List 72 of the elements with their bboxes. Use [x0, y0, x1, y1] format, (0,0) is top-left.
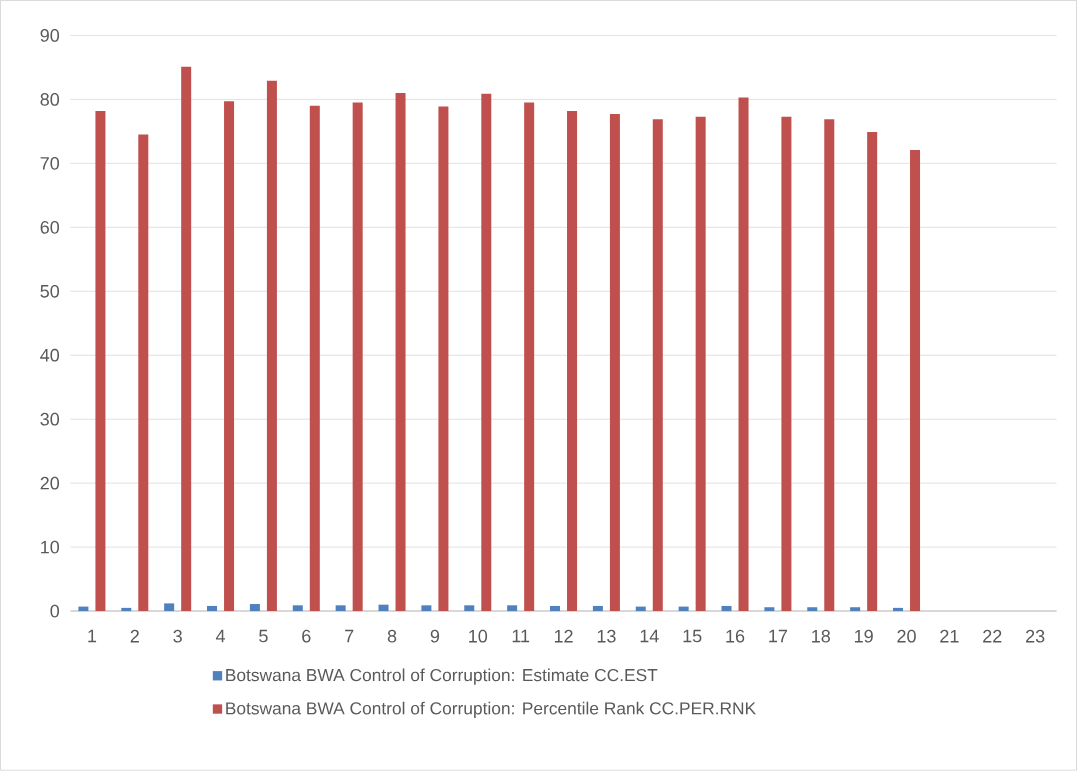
bar — [224, 101, 235, 612]
x-tick-label: 16 — [726, 629, 745, 643]
bar — [850, 607, 861, 612]
x-tick-label: 10 — [469, 629, 488, 643]
bar — [893, 608, 904, 612]
x-tick-label: 15 — [683, 629, 702, 643]
x-tick-label: 5 — [259, 629, 268, 643]
x-tick-label: 13 — [597, 629, 616, 643]
legend-label: Botswana BWA Control of Corruption: Percentile Rank CC.PER.RNK — [226, 701, 756, 719]
x-tick-label: 22 — [983, 629, 1002, 643]
y-tick-label: 10 — [41, 540, 60, 554]
bar — [550, 606, 561, 612]
x-tick-label: 2 — [130, 629, 139, 643]
y-tick-label: 0 — [50, 604, 60, 618]
x-tick-label: 11 — [512, 629, 530, 643]
x-tick-label: 18 — [812, 629, 830, 643]
y-tick-label: 90 — [40, 29, 60, 42]
bar — [910, 150, 921, 612]
x-tick-label: 21 — [940, 629, 959, 643]
bar — [352, 102, 363, 612]
bar — [807, 607, 818, 612]
bar — [524, 102, 535, 612]
x-tick-label: 4 — [215, 629, 226, 643]
bar — [181, 66, 192, 612]
bar — [335, 605, 346, 612]
bar — [309, 105, 320, 612]
y-tick-label: 60 — [40, 221, 60, 234]
bar — [652, 119, 663, 612]
x-tick-label: 17 — [769, 629, 788, 643]
x-tick-label: 1 — [88, 629, 97, 643]
x-tick-label: 14 — [640, 629, 659, 643]
x-tick-label: 7 — [345, 629, 354, 643]
bar — [781, 116, 792, 612]
x-tick-label: 8 — [387, 629, 397, 643]
bar — [378, 604, 389, 612]
bar — [867, 132, 878, 612]
bar — [207, 606, 218, 612]
bar — [738, 97, 749, 612]
bar — [421, 605, 432, 612]
bar — [164, 603, 175, 612]
bar — [395, 93, 406, 612]
bar — [138, 134, 149, 612]
bar — [464, 605, 475, 612]
x-tick-label: 20 — [897, 629, 916, 643]
x-tick-label: 9 — [430, 629, 440, 643]
y-tick-label: 20 — [40, 476, 60, 490]
x-tick-label: 23 — [1026, 629, 1045, 643]
bar — [292, 605, 303, 612]
bar — [824, 119, 835, 612]
y-tick-label: 30 — [40, 412, 60, 426]
bar — [567, 111, 578, 612]
x-tick-label: 3 — [173, 629, 182, 643]
y-tick-label: 40 — [40, 349, 60, 362]
bar — [721, 606, 732, 612]
x-tick-label: 19 — [855, 629, 873, 643]
x-tick-label: 12 — [554, 629, 573, 643]
bar — [95, 111, 106, 612]
x-tick-label: 6 — [302, 629, 311, 643]
bar — [695, 116, 706, 612]
bar — [609, 114, 620, 612]
y-tick-label: 70 — [40, 157, 60, 170]
bar — [764, 607, 775, 612]
legend-label: Botswana BWA Control of Corruption: Estimate CC.EST — [226, 668, 658, 685]
bar — [249, 604, 260, 612]
bar — [266, 81, 277, 612]
bar — [438, 106, 449, 612]
bar — [121, 608, 132, 612]
bar — [481, 93, 492, 612]
bar — [592, 606, 603, 612]
bar — [507, 605, 518, 612]
y-tick-label: 50 — [40, 285, 60, 298]
y-tick-label: 80 — [40, 93, 60, 106]
